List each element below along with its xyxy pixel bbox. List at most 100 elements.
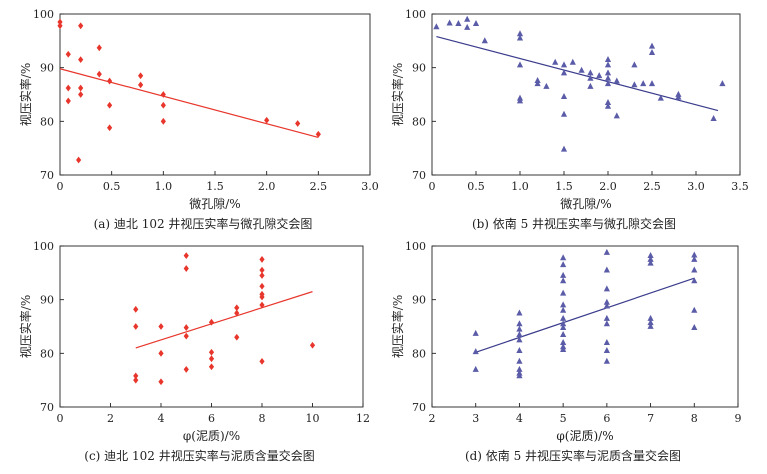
data-point: [560, 261, 567, 268]
plot-frame: [431, 245, 739, 408]
data-point: [603, 298, 610, 305]
data-point: [691, 306, 698, 313]
data-point: [516, 330, 523, 337]
data-point: [604, 61, 612, 68]
data-point: [516, 347, 523, 354]
data-point: [264, 116, 270, 124]
x-tick-label: 5: [560, 412, 567, 425]
data-point: [516, 309, 523, 316]
data-point: [208, 318, 215, 326]
data-point: [560, 323, 567, 330]
data-point: [560, 289, 567, 296]
data-point: [208, 363, 215, 371]
data-point: [647, 259, 654, 266]
plot-frame: [59, 13, 371, 176]
trend-line: [436, 35, 719, 112]
data-point: [647, 314, 654, 321]
x-tick-label: 7: [647, 412, 654, 425]
data-point: [516, 34, 524, 41]
data-point: [648, 42, 656, 49]
data-point: [208, 355, 215, 363]
data-point: [138, 72, 144, 80]
y-axis-label: 视压实率/%: [390, 63, 405, 126]
y-tick-label: 90: [412, 62, 426, 75]
x-tick-label: 2.0: [258, 180, 276, 193]
data-point: [603, 266, 610, 273]
data-point: [107, 124, 113, 132]
data-point: [603, 347, 610, 354]
data-point: [464, 23, 471, 30]
data-point: [183, 366, 189, 373]
data-point: [534, 76, 541, 83]
data-point: [560, 277, 567, 284]
data-point: [647, 322, 654, 329]
caption: (b) 依南 5 井视压实率与微孔隙交会图: [472, 216, 676, 231]
caption: (c) 迪北 102 井视压实率与泥质含量交会图: [84, 448, 314, 463]
data-point: [309, 341, 316, 349]
data-point: [138, 81, 144, 89]
x-tick-label: 12: [356, 412, 370, 425]
data-point: [560, 320, 567, 327]
x-tick-label: 2: [429, 412, 436, 425]
data-point: [604, 80, 612, 87]
data-point: [604, 102, 612, 109]
data-point: [560, 339, 567, 345]
data-point: [560, 330, 567, 337]
data-point: [472, 20, 480, 27]
data-point: [560, 306, 567, 313]
data-point: [647, 252, 654, 259]
data-point: [158, 349, 164, 357]
y-tick-label: 80: [40, 347, 54, 360]
data-point: [516, 372, 523, 379]
data-point: [560, 345, 567, 352]
y-axis-label: 视压实率/%: [390, 295, 405, 358]
panel-c: 0 2 4 6 8 10 12 70 80 90 100 φ(泥质)/% 视压实率/% (c) 迪北 10…: [18, 240, 370, 463]
data-point: [259, 301, 265, 309]
data-point: [691, 323, 698, 330]
data-point: [578, 66, 585, 73]
data-point: [57, 18, 63, 26]
data-point: [107, 77, 113, 85]
data-point: [647, 319, 654, 326]
data-point: [603, 285, 610, 292]
y-tick-label: 90: [40, 62, 54, 75]
data-point: [516, 336, 523, 343]
y-tick-label: 70: [40, 401, 54, 414]
data-point: [160, 117, 166, 125]
data-point: [133, 372, 139, 380]
panel-d: 2 3 4 5 6 7 8 9 70 80 90 100 φ(泥质)/% 视压实率/% (d) 依南 5 井…: [390, 240, 742, 463]
x-tick-label: 1.0: [511, 180, 529, 193]
data-point: [259, 357, 265, 365]
data-point: [560, 69, 568, 76]
data-point: [604, 74, 612, 81]
data-point: [464, 15, 471, 22]
data-point: [96, 70, 102, 78]
data-point: [604, 98, 612, 105]
data-point: [560, 61, 568, 68]
y-tick-label: 80: [40, 115, 54, 128]
data-point: [719, 80, 726, 87]
data-point: [560, 254, 567, 261]
data-point: [560, 93, 568, 100]
data-point: [259, 272, 265, 279]
data-point: [560, 145, 568, 152]
data-point: [516, 97, 524, 104]
data-point: [158, 323, 164, 330]
data-point: [516, 61, 524, 68]
y-tick-label: 70: [40, 169, 54, 182]
panel-b: 0 0.5 1.0 1.5 2.0 2.5 3.0 3.5 70 80 90 100 微孔隙/% 视压实率…: [390, 8, 749, 231]
data-point: [295, 120, 301, 127]
data-point: [133, 305, 139, 313]
plot-frame: [59, 245, 364, 408]
x-tick-label: 3.0: [687, 180, 705, 193]
data-point: [160, 91, 166, 98]
x-tick-label: 4: [516, 412, 523, 425]
data-point: [472, 329, 479, 336]
data-point: [657, 94, 664, 101]
data-point: [472, 348, 479, 355]
data-point: [472, 365, 479, 372]
data-point: [516, 365, 523, 372]
data-point: [543, 82, 550, 89]
data-point: [675, 93, 682, 100]
data-point: [259, 266, 265, 274]
